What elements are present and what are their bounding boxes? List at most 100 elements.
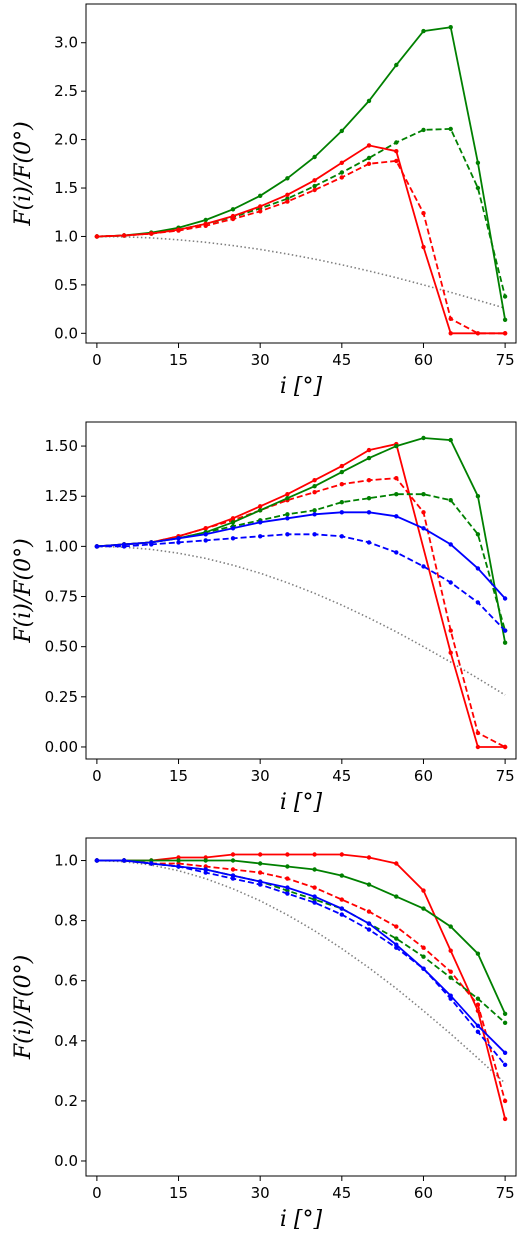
y-tick-label: 0.00 bbox=[45, 738, 78, 756]
x-tick-label: 15 bbox=[169, 351, 188, 369]
series-line-6 bbox=[96, 511, 506, 600]
y-axis-label: F(i)/F(0°) bbox=[11, 955, 36, 1060]
data-point bbox=[258, 870, 263, 875]
data-point bbox=[230, 876, 236, 881]
data-point bbox=[258, 209, 263, 214]
data-point bbox=[312, 885, 317, 890]
data-point bbox=[448, 628, 453, 633]
data-point bbox=[366, 447, 372, 453]
data-point bbox=[502, 1020, 508, 1025]
data-point bbox=[394, 550, 399, 555]
data-point bbox=[394, 936, 399, 941]
data-point bbox=[394, 492, 399, 497]
data-point bbox=[502, 628, 508, 633]
data-point bbox=[366, 161, 372, 166]
data-point bbox=[203, 538, 208, 543]
series-line-1 bbox=[96, 859, 506, 1084]
data-point bbox=[339, 534, 344, 539]
data-point bbox=[502, 1062, 508, 1068]
data-point bbox=[394, 62, 399, 68]
data-point bbox=[312, 183, 317, 189]
y-axis-label: F(i)/F(0°) bbox=[11, 121, 36, 226]
data-point bbox=[258, 508, 263, 513]
data-point bbox=[285, 199, 290, 204]
y-tick-label: 0.0 bbox=[54, 324, 78, 342]
data-point bbox=[203, 217, 208, 223]
data-point bbox=[203, 532, 208, 537]
data-point bbox=[94, 858, 100, 863]
data-point bbox=[448, 498, 453, 503]
data-point bbox=[312, 532, 317, 537]
data-point bbox=[394, 158, 399, 164]
data-point bbox=[285, 852, 290, 857]
series-line-7 bbox=[96, 533, 506, 632]
data-point bbox=[203, 870, 208, 875]
data-point bbox=[448, 924, 453, 929]
series-line-5 bbox=[96, 159, 506, 335]
data-point bbox=[312, 484, 317, 489]
data-point bbox=[421, 492, 426, 497]
plot-area bbox=[94, 25, 508, 336]
data-point bbox=[502, 1098, 508, 1104]
data-point bbox=[394, 140, 399, 145]
data-point bbox=[421, 526, 426, 531]
x-tick-label: 45 bbox=[332, 351, 351, 369]
data-point bbox=[366, 155, 372, 161]
data-point bbox=[230, 207, 236, 212]
data-point bbox=[285, 516, 290, 521]
x-tick-label: 30 bbox=[251, 1184, 270, 1202]
y-tick-label: 2.5 bbox=[54, 82, 78, 100]
data-point bbox=[502, 640, 508, 645]
x-axis-label: i [°] bbox=[280, 1207, 323, 1232]
x-tick-label: 0 bbox=[92, 351, 102, 369]
y-tick-label: 1.5 bbox=[54, 179, 78, 197]
data-point bbox=[366, 510, 372, 515]
y-tick-label: 0.0 bbox=[54, 1152, 78, 1170]
data-point bbox=[258, 204, 263, 209]
data-point bbox=[502, 596, 508, 601]
axes-frame bbox=[85, 837, 517, 1177]
x-tick-label: 15 bbox=[169, 767, 188, 785]
data-point bbox=[285, 864, 290, 869]
data-point bbox=[339, 463, 344, 469]
data-point bbox=[312, 154, 317, 160]
data-point bbox=[366, 540, 372, 545]
data-point bbox=[502, 331, 508, 336]
data-point bbox=[502, 1050, 508, 1056]
y-tick-label: 0.6 bbox=[54, 972, 78, 990]
data-point bbox=[258, 882, 263, 887]
data-point bbox=[203, 223, 208, 228]
data-point bbox=[339, 906, 344, 911]
y-tick-label: 0.25 bbox=[45, 688, 78, 706]
data-point bbox=[448, 969, 453, 974]
x-tick-label: 30 bbox=[251, 767, 270, 785]
data-point bbox=[475, 996, 481, 1001]
data-point bbox=[475, 1023, 481, 1028]
y-tick-label: 0.75 bbox=[45, 588, 78, 606]
data-point bbox=[475, 494, 481, 499]
data-point bbox=[394, 945, 399, 950]
data-point bbox=[448, 650, 453, 655]
data-point bbox=[285, 512, 290, 517]
data-point bbox=[421, 888, 426, 893]
y-tick-label: 1.0 bbox=[54, 227, 78, 245]
data-point bbox=[339, 912, 344, 917]
data-point bbox=[502, 317, 508, 322]
plot-area bbox=[94, 435, 508, 750]
data-point bbox=[421, 244, 426, 250]
data-point bbox=[230, 858, 236, 863]
x-tick-label: 60 bbox=[414, 767, 433, 785]
axes-frame bbox=[85, 421, 517, 760]
x-tick-label: 15 bbox=[169, 1184, 188, 1202]
data-point bbox=[421, 127, 426, 133]
data-point bbox=[394, 476, 399, 481]
data-point bbox=[230, 867, 236, 872]
x-tick-label: 60 bbox=[414, 351, 433, 369]
data-point bbox=[339, 175, 344, 180]
data-point bbox=[339, 500, 344, 505]
data-point bbox=[285, 876, 290, 881]
data-point bbox=[448, 331, 453, 336]
data-point bbox=[366, 882, 372, 887]
y-axis-label: F(i)/F(0°) bbox=[11, 538, 36, 643]
data-point bbox=[230, 520, 236, 525]
